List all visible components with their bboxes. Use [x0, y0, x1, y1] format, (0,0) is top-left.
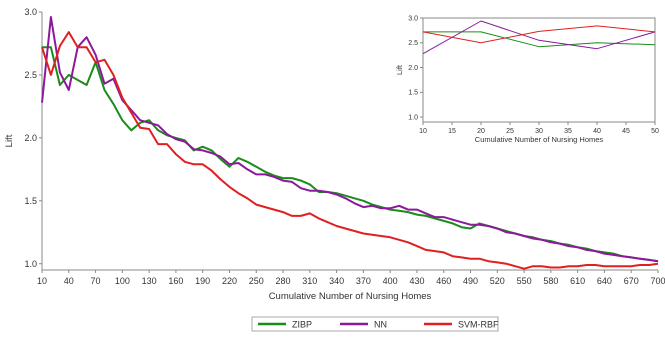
inset-y-tick-label: 2.0	[408, 65, 418, 72]
inset-series-line-svm-rbf	[422, 25, 656, 44]
inset-x-tick-label: 25	[506, 128, 514, 135]
y-tick-label: 2.5	[24, 70, 37, 80]
x-tick-label: 190	[195, 276, 210, 286]
x-tick-label: 400	[383, 276, 398, 286]
inset-x-tick-label: 40	[593, 128, 601, 135]
x-tick-label: 10	[37, 276, 47, 286]
x-tick-label: 340	[329, 276, 344, 286]
x-tick-label: 280	[276, 276, 291, 286]
x-tick-label: 160	[168, 276, 183, 286]
inset-series-line-nn	[422, 20, 656, 55]
legend: ZIBP NN SVM-RBF	[251, 316, 499, 332]
x-tick-label: 430	[409, 276, 424, 286]
x-tick-label: 460	[436, 276, 451, 286]
legend-label-svm-rbf: SVM-RBF	[458, 320, 499, 330]
x-tick-label: 250	[249, 276, 264, 286]
inset-x-axis-title: Cumulative Number of Nursing Homes	[475, 135, 604, 144]
y-tick-label: 2.0	[24, 133, 37, 143]
x-tick-label: 100	[115, 276, 130, 286]
x-tick-label: 520	[490, 276, 505, 286]
x-tick-label: 220	[222, 276, 237, 286]
inset-x-tick-label: 20	[477, 128, 485, 135]
x-tick-label: 700	[650, 276, 665, 286]
inset-y-tick-label: 1.0	[408, 114, 418, 121]
series-line-nn	[41, 16, 659, 263]
inset-x-tick-label: 10	[419, 128, 427, 135]
x-tick-label: 40	[64, 276, 74, 286]
y-axis-title: Lift	[4, 134, 15, 147]
inset-y-axis-title: Lift	[395, 64, 404, 75]
inset-y-tick-label: 3.0	[408, 15, 418, 22]
x-tick-label: 370	[356, 276, 371, 286]
inset-background	[398, 8, 660, 152]
y-tick-label: 1.0	[24, 259, 37, 269]
x-tick-label: 670	[624, 276, 639, 286]
inset-y-tick-label: 1.5	[408, 90, 418, 97]
inset-y-tick-label: 2.5	[408, 40, 418, 47]
legend-frame	[251, 316, 499, 332]
x-tick-label: 70	[91, 276, 101, 286]
inset-x-tick-label: 50	[651, 128, 659, 135]
x-tick-label: 640	[597, 276, 612, 286]
x-tick-label: 550	[517, 276, 532, 286]
main-chart: 10 40 70 100 130 160 190 220 250 280 310 340 370 400 4…	[4, 7, 665, 302]
inset-chart: 10 15 20 25 30 35 40 45 50 1.0 1.5 2.0 2.5 3.0 Cumulat…	[395, 8, 660, 152]
series-line-svm-rbf	[41, 31, 659, 270]
legend-label-zibp: ZIBP	[292, 320, 312, 330]
x-tick-label: 580	[543, 276, 558, 286]
inset-x-tick-label: 15	[448, 128, 456, 135]
legend-label-nn: NN	[374, 320, 387, 330]
x-tick-label: 610	[570, 276, 585, 286]
y-tick-label: 1.5	[24, 196, 37, 206]
inset-x-tick-label: 45	[622, 128, 630, 135]
x-tick-label: 130	[142, 276, 157, 286]
inset-x-tick-label: 30	[535, 128, 543, 135]
inset-x-tick-label: 35	[564, 128, 572, 135]
y-tick-label: 3.0	[24, 7, 37, 17]
x-tick-label: 310	[302, 276, 317, 286]
x-tick-label: 490	[463, 276, 478, 286]
x-axis-title: Cumulative Number of Nursing Homes	[269, 291, 432, 302]
